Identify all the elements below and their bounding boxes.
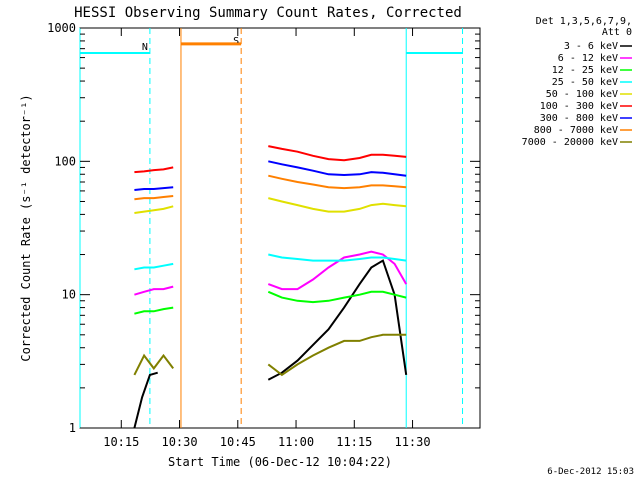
y-axis-ticks: 1 10 100 1000 (47, 21, 480, 435)
legend-label-2: 12 - 25 keV (552, 65, 618, 76)
legend-header-line-1: Det 1,3,5,6,7,9, (536, 16, 632, 27)
chart-title: HESSI Observing Summary Count Rates, Cor… (74, 5, 462, 21)
series-4-segment-1 (268, 197, 407, 213)
series-6-segment-1 (268, 160, 407, 177)
x-tick-label-4: 11:15 (336, 435, 372, 449)
series-5-segment-0 (134, 166, 174, 174)
x-tick-label-1: 10:30 (161, 435, 197, 449)
x-tick-label-3: 11:00 (278, 435, 314, 449)
series-0-segment-1 (267, 259, 408, 381)
y-tick-label-2: 100 (54, 154, 76, 168)
legend-label-3: 25 - 50 keV (552, 77, 618, 88)
legend-label-4: 50 - 100 keV (546, 89, 618, 100)
legend-label-6: 300 - 800 keV (540, 113, 618, 124)
series-0-segment-0 (133, 371, 158, 429)
annotation-label-0: N (142, 42, 148, 53)
x-axis-label: Start Time (06-Dec-12 10:04:22) (168, 455, 392, 469)
series-7-segment-1 (268, 174, 407, 190)
y-tick-label-3: 1000 (47, 21, 76, 35)
series-1-segment-0 (134, 285, 174, 296)
plot-marks: NS (79, 28, 464, 429)
y-tick-label-0: 1 (69, 421, 76, 435)
legend-header-line-2: Att 0 (602, 27, 632, 38)
series-6-segment-0 (134, 186, 174, 191)
y-axis-label: Corrected Count Rate (s⁻¹ detector⁻¹) (19, 94, 33, 361)
x-tick-label-5: 11:30 (394, 435, 430, 449)
legend-label-7: 800 - 7000 keV (534, 125, 618, 136)
series-3-segment-0 (134, 262, 174, 271)
legend-label-5: 100 - 300 keV (540, 101, 618, 112)
series-3-segment-1 (268, 253, 407, 262)
x-tick-label-2: 10:45 (220, 435, 256, 449)
y-tick-label-1: 10 (62, 288, 76, 302)
series-7-segment-0 (134, 195, 174, 201)
series-5-segment-1 (268, 145, 407, 162)
series-8-segment-1 (267, 333, 407, 377)
x-axis-ticks: 10:15 10:30 10:45 11:00 11:15 11:30 (103, 28, 431, 449)
legend-label-8: 7000 - 20000 keV (522, 137, 618, 148)
x-tick-label-0: 10:15 (103, 435, 139, 449)
series-8-segment-0 (133, 353, 174, 376)
series-2-segment-1 (267, 290, 407, 304)
legend-label-0: 3 - 6 keV (564, 41, 618, 52)
series-4-segment-0 (134, 205, 174, 214)
footer-date: 6-Dec-2012 15:03 (547, 467, 634, 477)
annotation-label-1: S (233, 36, 239, 47)
series-2-segment-0 (134, 306, 174, 315)
legend-label-1: 6 - 12 keV (558, 53, 618, 64)
plot-frame (79, 27, 481, 429)
